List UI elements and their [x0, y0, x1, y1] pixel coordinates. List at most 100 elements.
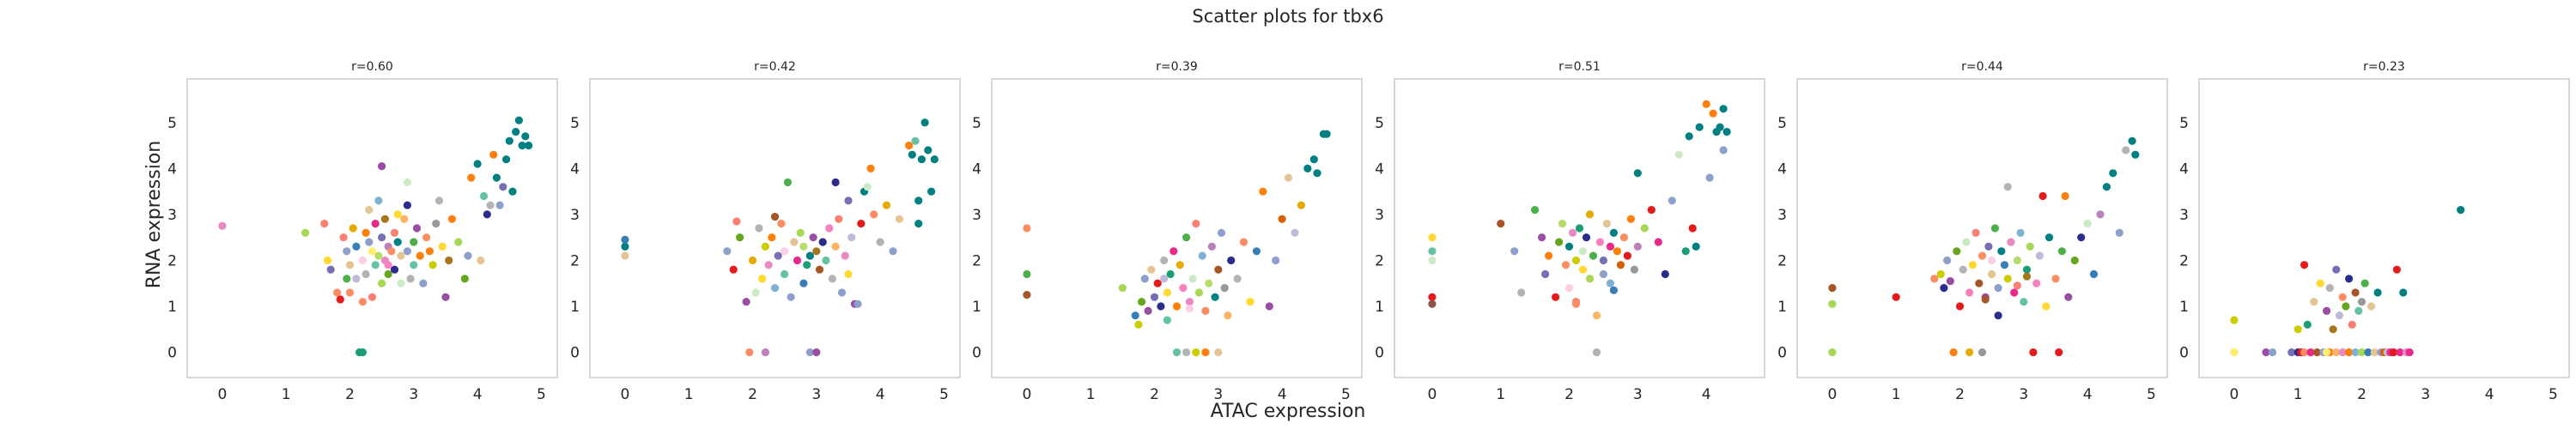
data-point — [1322, 130, 1331, 138]
data-point — [349, 224, 357, 233]
data-point — [812, 348, 821, 357]
data-point — [758, 275, 767, 283]
x-tick-label: 1 — [1496, 386, 1505, 403]
data-point — [2373, 288, 2382, 297]
data-point — [1023, 224, 1031, 233]
data-point — [863, 183, 872, 191]
data-point — [2042, 302, 2050, 311]
data-point — [793, 256, 802, 265]
subplot-2: r=0.42 0 1 2 3 4 5 0 1 2 3 4 5 — [570, 60, 961, 403]
data-point — [1157, 302, 1165, 311]
data-point — [2357, 348, 2366, 357]
data-point — [512, 128, 520, 136]
data-point — [1023, 291, 1031, 299]
data-point — [445, 256, 453, 265]
data-point — [905, 142, 914, 150]
data-point — [1510, 247, 1519, 256]
data-point — [1828, 284, 1837, 293]
data-point — [621, 242, 629, 251]
x-tick-label: 1 — [1086, 386, 1096, 403]
data-point — [1984, 242, 1993, 251]
data-point — [1582, 233, 1591, 242]
data-point — [2351, 288, 2360, 297]
y-tick-label: 2 — [2179, 252, 2189, 269]
data-point — [828, 275, 837, 283]
data-point — [1578, 265, 1588, 274]
data-point — [2007, 238, 2015, 246]
data-point — [1163, 288, 1171, 297]
data-point — [2064, 293, 2073, 301]
x-tick-label: 2 — [1955, 386, 1965, 403]
x-tick-label: 5 — [537, 386, 546, 403]
x-tick-label: 5 — [2147, 386, 2156, 403]
data-point — [486, 201, 495, 209]
data-point — [848, 233, 856, 242]
data-point — [1552, 293, 1560, 301]
data-point — [2293, 325, 2302, 334]
y-tick-label: 0 — [2179, 345, 2189, 362]
data-point — [1233, 275, 1242, 283]
x-tick-label: 4 — [1278, 386, 1287, 403]
data-point — [1595, 238, 1604, 246]
data-point — [1990, 224, 1999, 233]
data-point — [406, 275, 415, 283]
data-point — [489, 150, 498, 159]
data-point — [419, 279, 428, 287]
data-point — [1564, 242, 1574, 251]
plot-frame — [589, 78, 961, 378]
data-point — [1685, 132, 1693, 141]
data-point — [768, 233, 776, 242]
data-point — [358, 256, 367, 265]
data-point — [2029, 348, 2038, 357]
data-point — [1138, 298, 1146, 306]
data-point — [1188, 275, 1197, 283]
data-point — [882, 201, 891, 209]
data-point — [361, 269, 370, 279]
data-point — [483, 210, 491, 219]
data-point — [1692, 242, 1700, 251]
data-point — [2003, 183, 2012, 191]
data-point — [371, 261, 380, 269]
data-point — [783, 178, 793, 187]
data-point — [1892, 293, 1900, 301]
y-tick-label: 0 — [1375, 345, 1384, 362]
y-tick-label: 5 — [972, 115, 981, 132]
data-point — [1702, 100, 1710, 108]
data-point — [787, 293, 795, 301]
data-point — [1134, 320, 1143, 329]
data-point — [2370, 348, 2379, 357]
y-tick-label: 4 — [972, 160, 981, 178]
data-point — [764, 261, 773, 269]
data-point — [2310, 298, 2318, 306]
data-point — [368, 293, 377, 301]
data-point — [1172, 348, 1182, 357]
data-point — [1640, 224, 1649, 233]
data-point — [2303, 320, 2312, 329]
data-point — [1207, 242, 1216, 251]
x-tick-label: 3 — [1213, 386, 1223, 403]
data-point — [2013, 256, 2021, 265]
data-point — [1220, 284, 1229, 293]
data-point — [343, 247, 351, 256]
data-point — [748, 256, 757, 265]
data-point — [1192, 220, 1200, 228]
data-point — [1716, 123, 1724, 131]
data-point — [854, 299, 862, 308]
data-point — [1176, 261, 1184, 269]
y-tick-label: 2 — [570, 252, 580, 269]
data-point — [1978, 251, 1987, 260]
y-tick-label: 4 — [2179, 160, 2189, 178]
data-point — [2335, 311, 2344, 320]
data-point — [2364, 348, 2372, 357]
data-point — [2022, 272, 2032, 281]
data-point — [1555, 238, 1564, 246]
data-point — [1592, 311, 1601, 320]
data-point — [751, 288, 760, 297]
y-tick-label: 3 — [570, 207, 580, 224]
data-point — [745, 348, 754, 357]
data-point — [1722, 128, 1731, 136]
data-point — [2338, 293, 2347, 301]
data-point — [358, 298, 367, 306]
y-tick-label: 1 — [1375, 299, 1384, 316]
